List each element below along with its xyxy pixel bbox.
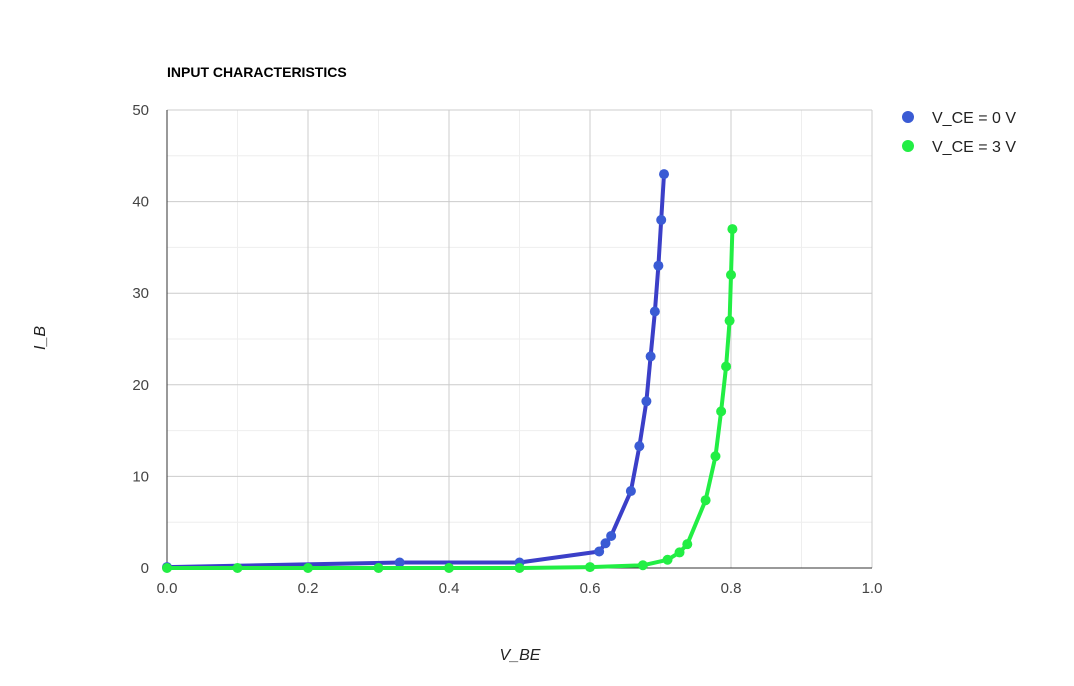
x-tick-labels: 0.0 0.2 0.4 0.6 0.8 1.0 bbox=[157, 580, 883, 597]
legend-marker bbox=[902, 111, 914, 123]
legend-label: V_CE = 0 V bbox=[932, 110, 1016, 127]
x-axis-title: V_BE bbox=[500, 647, 541, 664]
data-point bbox=[682, 539, 693, 550]
y-tick-label: 40 bbox=[132, 194, 149, 211]
x-tick-label: 0.8 bbox=[721, 580, 742, 597]
data-point bbox=[585, 562, 595, 573]
chart-title: INPUT CHARACTERISTICS bbox=[167, 64, 347, 80]
series-2 bbox=[162, 224, 738, 573]
data-point bbox=[724, 315, 735, 326]
y-tick-label: 20 bbox=[132, 377, 149, 394]
data-point bbox=[656, 214, 667, 225]
legend-label: V_CE = 3 V bbox=[932, 139, 1016, 156]
data-point bbox=[594, 546, 605, 557]
data-point bbox=[373, 563, 384, 573]
data-point bbox=[514, 563, 525, 573]
data-point bbox=[659, 169, 670, 180]
y-tick-label: 50 bbox=[132, 102, 149, 119]
data-point bbox=[727, 224, 738, 235]
data-point bbox=[394, 557, 405, 568]
series-line bbox=[165, 227, 735, 570]
data-point bbox=[641, 396, 652, 407]
data-point bbox=[637, 560, 648, 571]
x-tick-label: 0.6 bbox=[580, 580, 601, 597]
data-point bbox=[662, 554, 673, 565]
data-point bbox=[625, 486, 636, 497]
x-tick-label: 0.0 bbox=[157, 580, 178, 597]
data-point bbox=[721, 361, 732, 372]
data-point bbox=[674, 547, 685, 558]
data-point bbox=[606, 530, 617, 541]
data-point bbox=[653, 260, 664, 271]
legend-marker bbox=[902, 140, 914, 152]
legend: V_CE = 0 V V_CE = 3 V bbox=[902, 110, 1016, 156]
data-point bbox=[303, 563, 313, 573]
y-tick-label: 0 bbox=[141, 560, 149, 577]
y-tick-label: 30 bbox=[132, 285, 149, 302]
y-axis-title: I_B bbox=[32, 326, 49, 350]
series-line bbox=[165, 172, 666, 570]
data-point bbox=[716, 406, 727, 417]
x-tick-label: 0.4 bbox=[439, 580, 460, 597]
data-point bbox=[700, 495, 711, 506]
series-layer bbox=[162, 169, 738, 573]
y-tick-labels: 0 10 20 30 40 50 bbox=[132, 102, 149, 577]
y-tick-label: 10 bbox=[132, 468, 149, 485]
x-tick-label: 1.0 bbox=[862, 580, 883, 597]
data-point bbox=[634, 441, 645, 452]
data-point bbox=[710, 451, 721, 462]
data-point bbox=[645, 351, 656, 362]
data-point bbox=[444, 563, 454, 573]
data-point bbox=[726, 269, 736, 280]
data-point bbox=[232, 563, 243, 573]
data-point bbox=[162, 563, 172, 573]
grid-minor bbox=[167, 110, 872, 568]
data-point bbox=[649, 306, 660, 317]
data-point bbox=[600, 538, 611, 549]
x-tick-label: 0.2 bbox=[298, 580, 319, 597]
